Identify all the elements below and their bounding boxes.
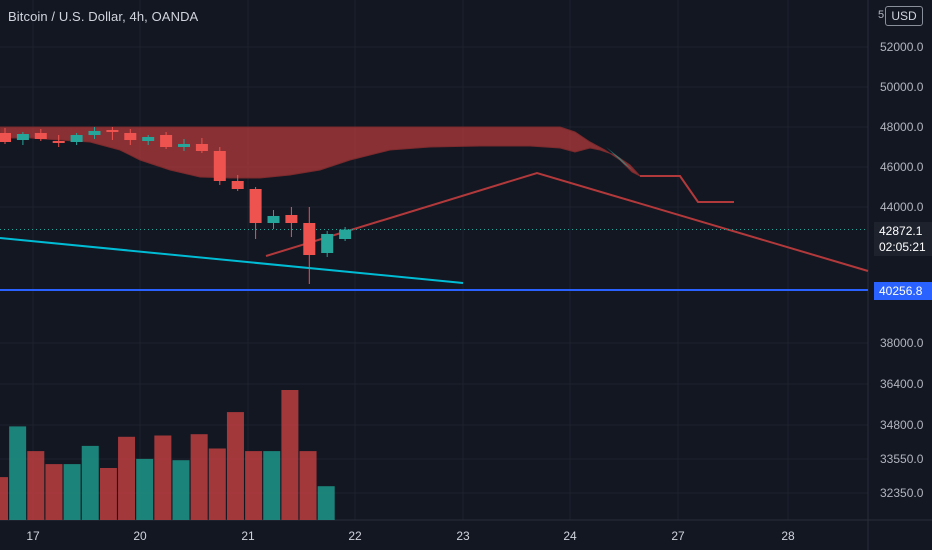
- date-axis-label: 20: [133, 529, 147, 543]
- volume-bar: [81, 445, 99, 520]
- price-axis-label: 48000.0: [880, 120, 924, 134]
- date-axis-label: 28: [781, 529, 795, 543]
- volume-bar: [99, 468, 117, 520]
- price-tick-clipped: 5: [878, 9, 885, 21]
- cloud-twist: [606, 147, 632, 170]
- volume-bar: [281, 390, 299, 520]
- horizontal-line-price-tag: 40256.8: [874, 282, 932, 300]
- candle-body: [321, 234, 334, 253]
- candle-body: [178, 144, 190, 147]
- price-axis-label: 33550.0: [880, 452, 924, 466]
- candle-body: [70, 135, 83, 142]
- candle-body: [339, 229, 352, 239]
- candle-body: [142, 137, 155, 141]
- baseline-projection: [640, 175, 734, 203]
- candle-body: [303, 223, 316, 255]
- price-axis-label: 34800.0: [880, 418, 924, 432]
- price-axis-label: 50000.0: [880, 80, 924, 94]
- candle-body: [124, 133, 137, 140]
- bar-countdown: 02:05:21: [879, 240, 926, 254]
- candle-body: [285, 215, 298, 223]
- volume-bar: [172, 460, 190, 520]
- date-axis-label: 24: [563, 529, 577, 543]
- forecast-path: [265, 171, 869, 272]
- price-axis-label: 44000.0: [880, 200, 924, 214]
- trendline: [0, 237, 464, 284]
- price-axis-label: 46000.0: [880, 160, 924, 174]
- price-axis-label: 38000.0: [880, 336, 924, 350]
- candle-body: [160, 135, 173, 147]
- candle-body: [213, 151, 226, 181]
- last-price-value: 42872.1: [879, 224, 923, 238]
- candle-body: [88, 131, 101, 135]
- volume-bar: [190, 434, 208, 520]
- candle-body: [195, 144, 208, 151]
- candle-body: [0, 133, 11, 142]
- candle-body: [106, 130, 119, 132]
- date-axis-label: 23: [456, 529, 470, 543]
- volume-bar: [136, 458, 154, 520]
- candle-body: [231, 181, 244, 189]
- last-price-tag: 42872.1 02:05:21: [874, 222, 932, 256]
- volume-bar: [63, 464, 81, 520]
- price-axis-label: 36400.0: [880, 377, 924, 391]
- date-axis-label: 17: [26, 529, 40, 543]
- date-axis-label: 27: [671, 529, 685, 543]
- currency-selector[interactable]: USD: [885, 6, 923, 26]
- volume-bar: [226, 412, 244, 520]
- candle-body: [16, 134, 29, 140]
- price-axis-label: 52000.0: [880, 40, 924, 54]
- volume-bar: [9, 426, 27, 520]
- symbol-title[interactable]: Bitcoin / U.S. Dollar, 4h, OANDA: [8, 9, 199, 24]
- date-axis-label: 22: [348, 529, 362, 543]
- price-axis-label: 32350.0: [880, 486, 924, 500]
- volume-bar: [118, 436, 136, 520]
- candle-body: [249, 189, 262, 223]
- candle-body: [52, 141, 65, 143]
- volume-bar: [299, 451, 317, 520]
- volume-bar: [27, 451, 45, 520]
- volume-bar: [245, 451, 263, 520]
- volume-bar: [208, 448, 226, 520]
- volume-bar: [317, 486, 335, 520]
- volume-bar: [45, 464, 63, 520]
- volume-bar: [0, 477, 8, 520]
- candle-body: [267, 216, 280, 223]
- volume-bar: [263, 451, 281, 520]
- candle-body: [34, 133, 47, 139]
- date-axis-label: 21: [241, 529, 255, 543]
- volume-bar: [154, 435, 172, 520]
